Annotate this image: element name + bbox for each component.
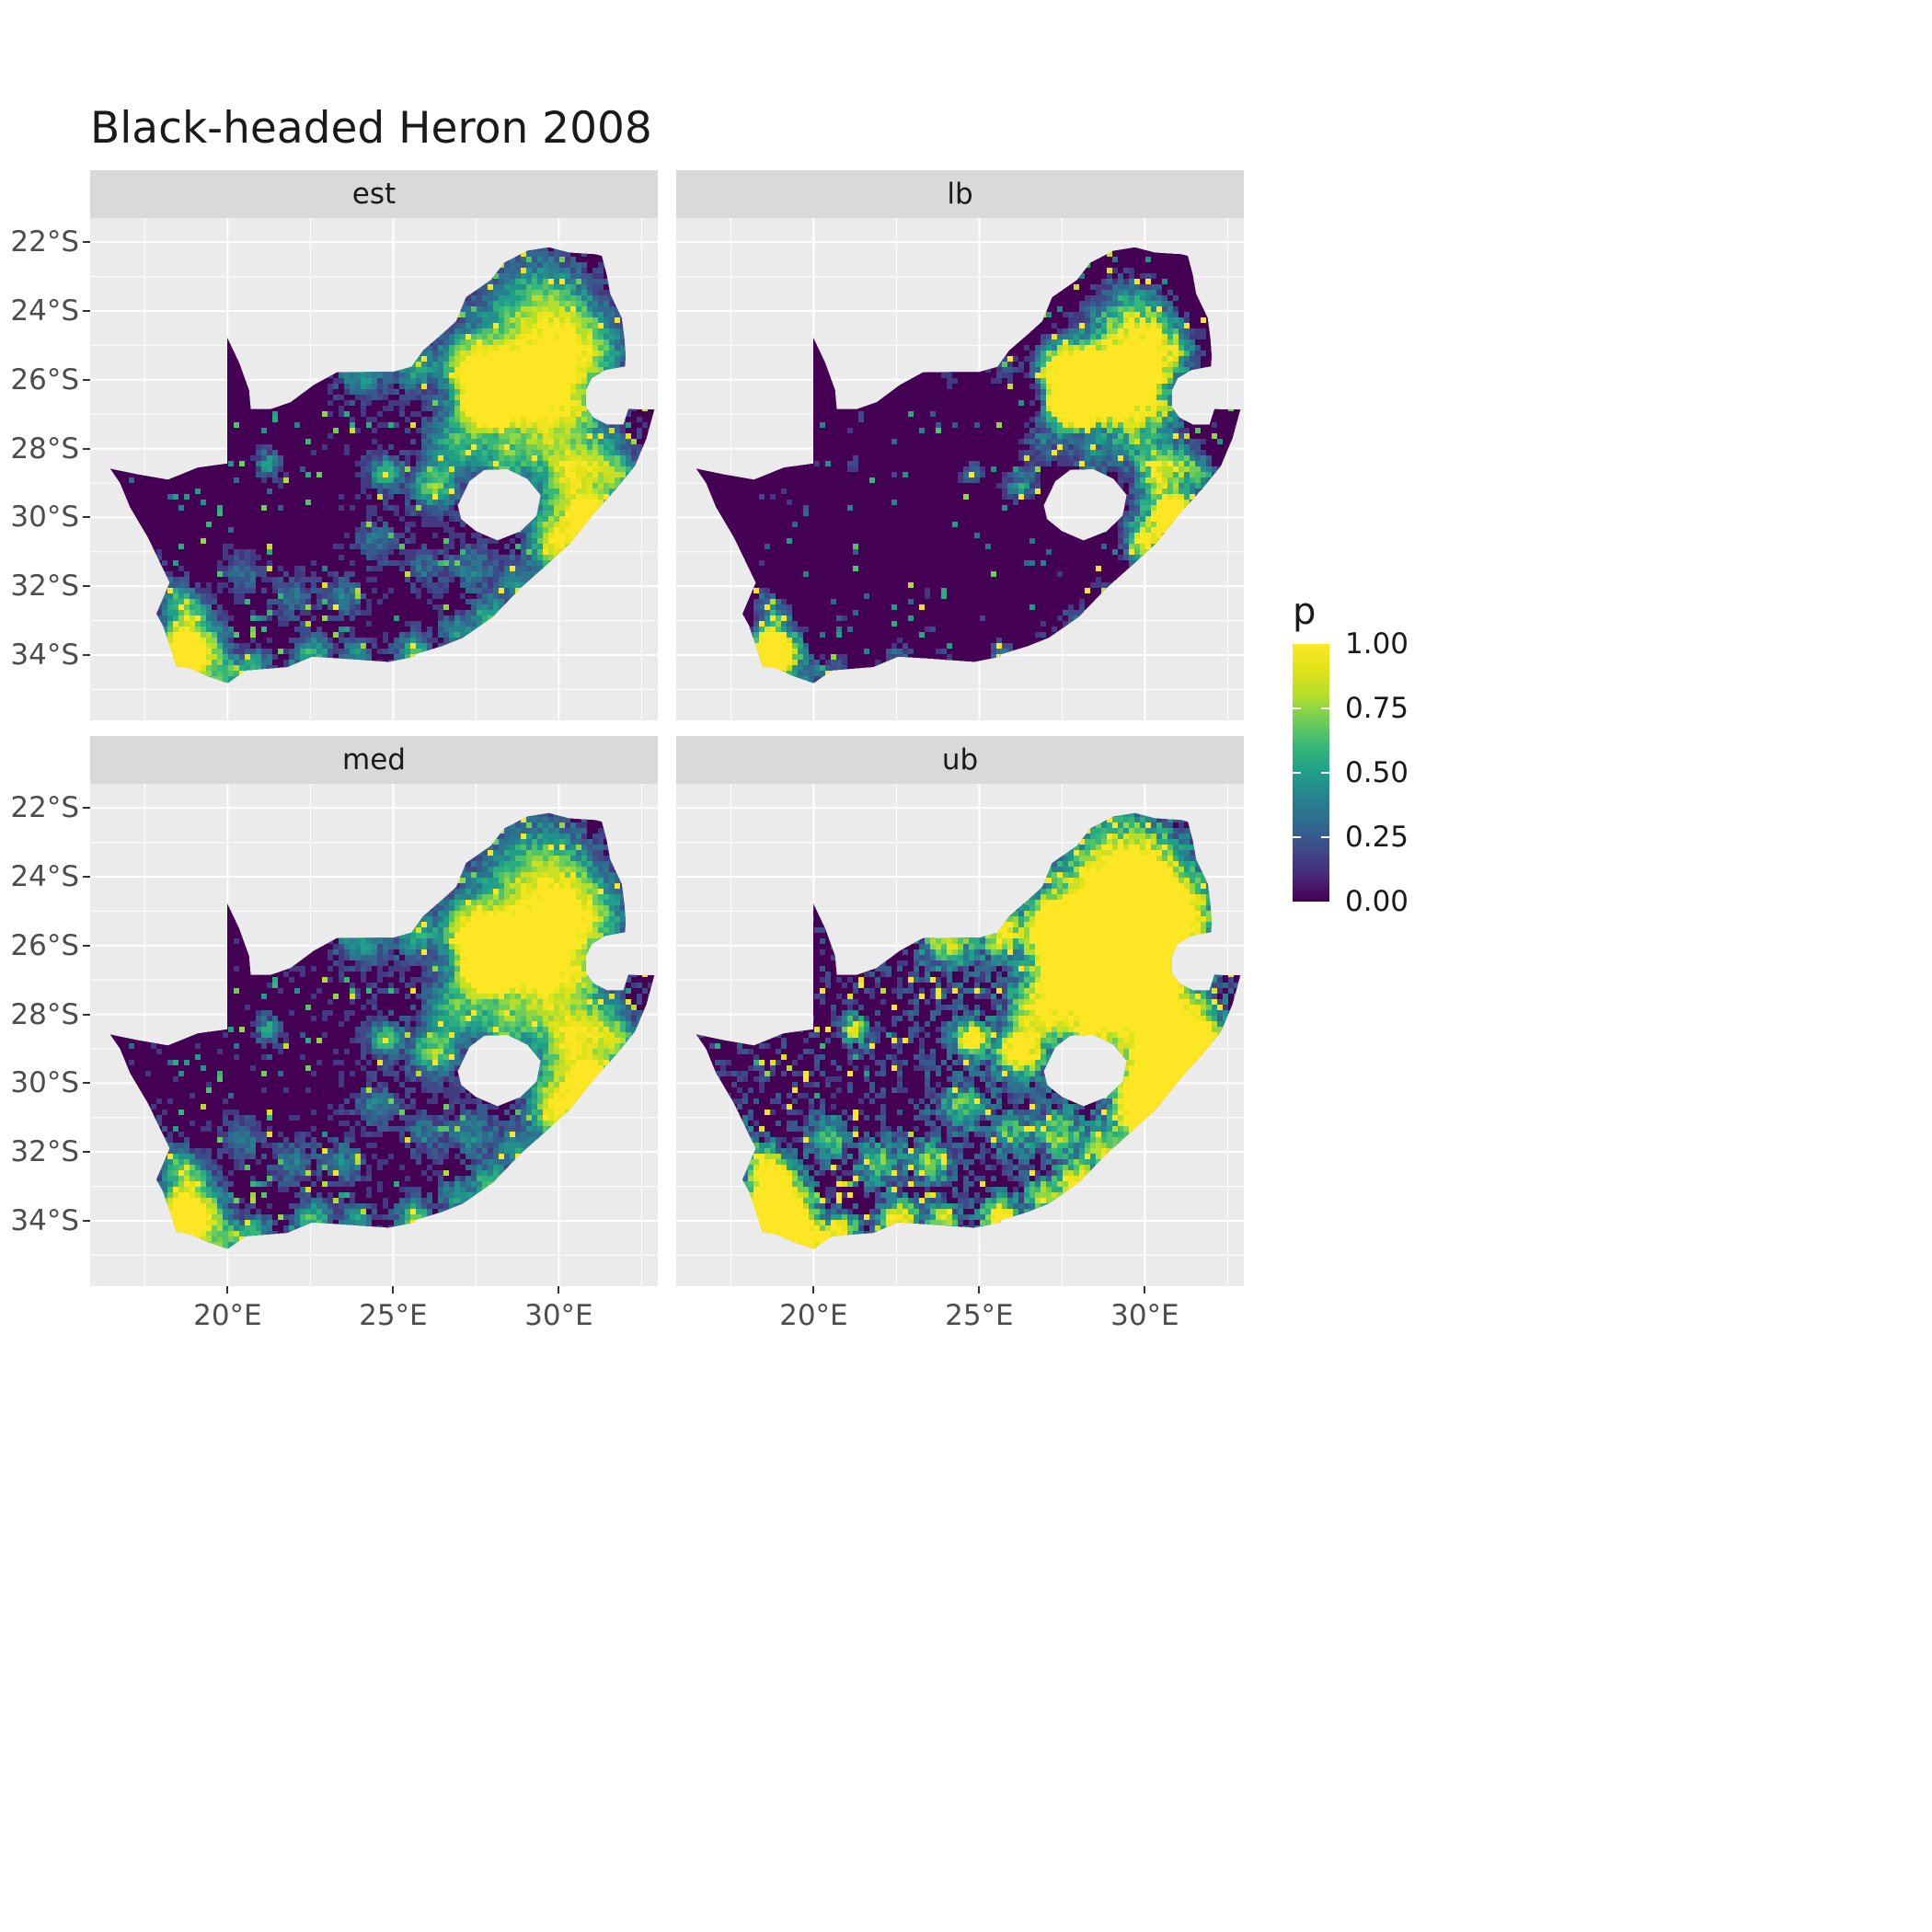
x-tick-label: 30°E [524, 1299, 593, 1332]
raster-cells-p1.00 [156, 817, 648, 1242]
raster-cells-p0.40 [109, 257, 637, 684]
legend-colorbar-tick [1321, 707, 1329, 709]
x-tick-mark [558, 1286, 560, 1294]
y-tick-mark [83, 241, 90, 244]
x-tick-mark [812, 1286, 815, 1294]
y-tick-mark [83, 309, 90, 312]
map-panel-est [90, 218, 658, 720]
y-tick-label: 32°S [10, 569, 79, 604]
x-tick-label: 25°E [945, 1299, 1014, 1332]
y-tick-label: 28°S [10, 997, 79, 1031]
y-tick-label: 22°S [10, 791, 79, 825]
x-tick-label: 20°E [779, 1299, 848, 1332]
legend-colorbar-tick [1321, 836, 1329, 838]
y-tick-label: 32°S [10, 1135, 79, 1169]
raster-cells-p0.15 [696, 247, 1239, 684]
y-tick-label: 28°S [10, 431, 79, 466]
x-tick-mark [392, 1286, 395, 1294]
y-tick-label: 26°S [10, 362, 79, 397]
raster-cells-p0.15 [109, 812, 655, 1249]
y-tick-mark [83, 1082, 90, 1085]
raster-cells-p0.75 [696, 822, 1223, 1249]
y-tick-label: 34°S [10, 1203, 79, 1237]
y-tick-mark [83, 1013, 90, 1016]
y-tick-mark [83, 807, 90, 810]
legend-title: p [1293, 591, 1317, 633]
x-tick-mark [226, 1286, 229, 1294]
legend-tick-label: 0.25 [1345, 821, 1409, 854]
legend-colorbar-tick [1293, 772, 1301, 774]
raster-cells-p0.65 [109, 247, 653, 684]
legend-colorbar [1293, 644, 1329, 902]
legend-colorbar-tick [1293, 836, 1301, 838]
raster-cells-p0.70 [109, 812, 653, 1249]
map-layer-est [109, 247, 655, 684]
y-tick-mark [83, 653, 90, 656]
figure-title: Black-headed Heron 2008 [90, 103, 652, 154]
raster-cells-p1.00 [696, 812, 1241, 1249]
y-tick-mark [83, 1219, 90, 1222]
legend-colorbar-tick [1293, 707, 1301, 709]
y-tick-label: 24°S [10, 293, 79, 328]
y-tick-label: 24°S [10, 859, 79, 893]
raster-cells-p0.40 [696, 812, 1241, 1249]
raster-cells-p1.00 [742, 279, 1234, 676]
x-tick-mark [978, 1286, 981, 1294]
raster-cells-p0.45 [109, 822, 637, 1249]
y-tick-mark [83, 875, 90, 878]
y-tick-mark [83, 516, 90, 519]
map-panel-ub [676, 784, 1244, 1286]
y-tick-mark [83, 378, 90, 381]
facet-strip-est: est [90, 170, 658, 218]
legend-tick-label: 0.50 [1345, 756, 1409, 789]
y-tick-mark [83, 944, 90, 947]
x-tick-label: 25°E [359, 1299, 428, 1332]
facet-strip-med: med [90, 736, 658, 784]
raster-cells-p0.45 [696, 812, 1234, 1249]
raster-cells-p0.50 [731, 812, 1234, 1249]
facet-strip-ub: ub [676, 736, 1244, 784]
map-layer-lb [696, 247, 1241, 684]
facet-strip-label: lb [947, 178, 973, 211]
facet-strip-label: med [342, 743, 406, 776]
map-layer-ub [696, 812, 1241, 1249]
y-tick-mark [83, 1151, 90, 1154]
map-panel-lb [676, 218, 1244, 720]
facet-strip-label: est [351, 178, 397, 211]
y-tick-label: 30°S [10, 500, 79, 535]
x-tick-label: 20°E [193, 1299, 262, 1332]
x-tick-mark [1144, 1286, 1146, 1294]
legend-tick-label: 0.75 [1345, 692, 1409, 725]
facet-strip-label: ub [941, 743, 979, 776]
y-tick-label: 22°S [10, 225, 79, 259]
y-tick-label: 30°S [10, 1066, 79, 1100]
y-tick-label: 26°S [10, 928, 79, 962]
raster-cells-p0.50 [109, 812, 653, 1249]
legend-colorbar-tick [1321, 772, 1329, 774]
legend-tick-label: 0.00 [1345, 885, 1409, 918]
map-panel-med [90, 784, 658, 1286]
y-tick-mark [83, 447, 90, 450]
raster-cells-p1.00 [156, 279, 648, 676]
facet-strip-lb: lb [676, 170, 1244, 218]
y-tick-label: 34°S [10, 638, 79, 672]
raster-cells-p0.15 [696, 812, 1241, 1249]
raster-cells-p0.55 [696, 812, 1223, 1249]
y-tick-mark [83, 585, 90, 588]
map-layer-med [109, 812, 655, 1249]
raster-cells-p0.55 [109, 812, 655, 1249]
x-tick-label: 30°E [1110, 1299, 1179, 1332]
legend-tick-label: 1.00 [1345, 627, 1409, 661]
